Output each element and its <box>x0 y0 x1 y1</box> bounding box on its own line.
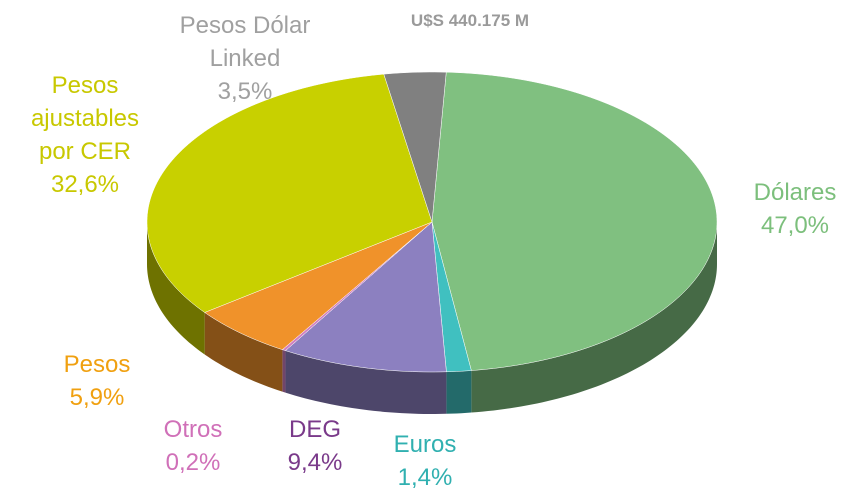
slice-label: Pesos ajustables por CER <box>31 72 139 165</box>
slice-side <box>446 370 472 414</box>
slice-label: Euros <box>394 431 457 458</box>
slice <box>146 73 433 313</box>
slice-side <box>147 222 205 355</box>
slice-label: Dólares <box>754 179 837 206</box>
slice <box>284 221 447 373</box>
slice-label: Pesos <box>64 351 131 378</box>
slice-side <box>285 350 447 414</box>
slice <box>204 221 433 350</box>
value-label: 3,5% <box>218 78 273 105</box>
slice-label: DEG <box>289 416 341 443</box>
slice-label: Otros <box>164 416 223 443</box>
value-label: 9,4% <box>288 449 343 476</box>
chart-title: U$S 440.175 M <box>411 11 529 30</box>
value-label: 32,6% <box>51 171 119 198</box>
slice-side <box>282 349 286 393</box>
value-label: 1,4% <box>398 464 453 491</box>
slice-side <box>204 312 283 392</box>
slice <box>383 71 447 223</box>
value-label: 0,2% <box>166 449 221 476</box>
slice-label: Pesos Dólar Linked <box>180 12 311 72</box>
value-label: 5,9% <box>70 384 125 411</box>
slice <box>431 71 718 371</box>
slice <box>431 221 472 373</box>
slice-side <box>471 222 717 413</box>
value-label: 47,0% <box>761 212 829 239</box>
